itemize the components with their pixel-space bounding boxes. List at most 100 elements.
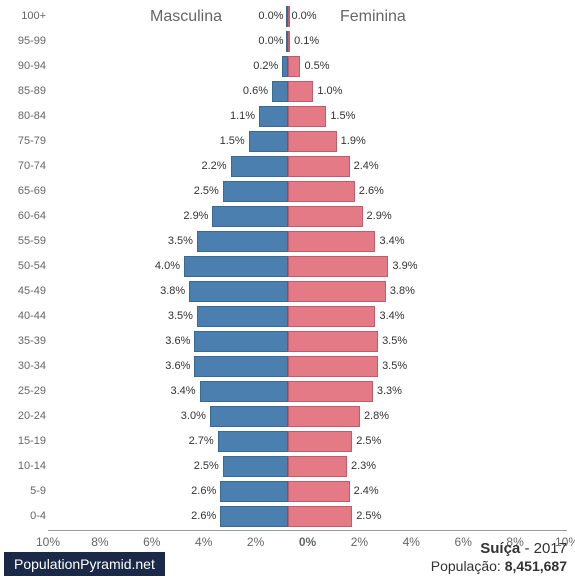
male-bar xyxy=(212,206,287,227)
male-value: 3.6% xyxy=(165,360,190,372)
pyramid-rows: 100+0.0%0.0%95-990.0%0.1%90-940.2%0.5%85… xyxy=(0,4,575,529)
female-bar xyxy=(288,131,337,152)
male-value: 3.6% xyxy=(165,335,190,347)
female-bar xyxy=(288,31,291,52)
pyramid-row: 30-343.6%3.5% xyxy=(0,354,575,379)
male-bar xyxy=(184,256,288,277)
age-label: 20-24 xyxy=(6,410,46,422)
female-value: 2.5% xyxy=(356,510,381,522)
male-bar xyxy=(197,306,288,327)
female-value: 0.1% xyxy=(294,35,319,47)
x-tick: 2% xyxy=(247,535,264,549)
population-line: População: 8,451,687 xyxy=(431,558,567,574)
x-tick: 4% xyxy=(195,535,212,549)
pyramid-row: 85-890.6%1.0% xyxy=(0,79,575,104)
age-label: 90-94 xyxy=(6,60,46,72)
female-value: 3.4% xyxy=(379,235,404,247)
pyramid-row: 80-841.1%1.5% xyxy=(0,104,575,129)
source-badge: PopulationPyramid.net xyxy=(4,552,165,576)
age-label: 65-69 xyxy=(6,185,46,197)
male-value: 3.4% xyxy=(170,385,195,397)
age-label: 75-79 xyxy=(6,135,46,147)
female-value: 2.3% xyxy=(351,460,376,472)
female-value: 1.9% xyxy=(341,135,366,147)
female-bar xyxy=(288,381,373,402)
male-value: 3.8% xyxy=(160,285,185,297)
male-bar xyxy=(272,81,288,102)
male-value: 2.6% xyxy=(191,485,216,497)
male-value: 2.5% xyxy=(194,185,219,197)
male-value: 4.0% xyxy=(155,260,180,272)
female-bar xyxy=(288,331,379,352)
population-pyramid: Masculina Feminina 100+0.0%0.0%95-990.0%… xyxy=(0,0,575,581)
male-bar xyxy=(189,281,287,302)
age-label: 95-99 xyxy=(6,35,46,47)
female-bar xyxy=(288,431,353,452)
pyramid-row: 50-544.0%3.9% xyxy=(0,254,575,279)
female-bar xyxy=(288,56,301,77)
male-value: 3.0% xyxy=(181,410,206,422)
age-label: 85-89 xyxy=(6,85,46,97)
female-value: 3.3% xyxy=(377,385,402,397)
female-value: 1.5% xyxy=(330,110,355,122)
country-name: Suíça xyxy=(480,540,520,557)
male-value: 0.0% xyxy=(258,35,283,47)
male-value: 2.7% xyxy=(189,435,214,447)
male-bar xyxy=(223,181,288,202)
female-bar xyxy=(288,106,327,127)
pyramid-row: 25-29 3.4% 3.3% xyxy=(0,379,575,404)
x-tick: 4% xyxy=(403,535,420,549)
pyramid-row: 40-44 3.5% 3.4% xyxy=(0,304,575,329)
age-label: 25-29 xyxy=(6,385,46,397)
age-label: 60-64 xyxy=(6,210,46,222)
female-bar xyxy=(288,81,314,102)
female-value: 2.4% xyxy=(354,160,379,172)
male-value: 2.5% xyxy=(194,460,219,472)
age-label: 0-4 xyxy=(6,510,46,522)
female-bar xyxy=(288,156,350,177)
country-sep: - xyxy=(520,540,533,557)
age-label: 80-84 xyxy=(6,110,46,122)
female-bar xyxy=(288,181,355,202)
male-bar xyxy=(220,506,287,527)
male-bar xyxy=(223,456,288,477)
country-year-val: 2017 xyxy=(534,540,567,557)
male-bar xyxy=(220,481,287,502)
female-bar xyxy=(288,481,350,502)
age-label: 40-44 xyxy=(6,310,46,322)
male-value: 2.2% xyxy=(202,160,227,172)
pyramid-row: 35-393.6%3.5% xyxy=(0,329,575,354)
x-tick: 10% xyxy=(36,535,60,549)
female-value: 3.8% xyxy=(390,285,415,297)
female-bar xyxy=(288,306,376,327)
age-label: 50-54 xyxy=(6,260,46,272)
female-bar xyxy=(288,456,348,477)
male-bar xyxy=(249,131,288,152)
age-label: 70-74 xyxy=(6,160,46,172)
age-label: 30-34 xyxy=(6,360,46,372)
pyramid-row: 10-14 2.5% 2.3% xyxy=(0,454,575,479)
pyramid-row: 60-642.9%2.9% xyxy=(0,204,575,229)
pyramid-row: 95-99 0.0% 0.1% xyxy=(0,29,575,54)
male-value: 2.6% xyxy=(191,510,216,522)
pyramid-row: 75-791.5%1.9% xyxy=(0,129,575,154)
age-label: 45-49 xyxy=(6,285,46,297)
male-value: 0.2% xyxy=(253,60,278,72)
female-bar xyxy=(288,206,363,227)
pyramid-row: 15-192.7%2.5% xyxy=(0,429,575,454)
pyramid-row: 90-94 0.2% 0.5% xyxy=(0,54,575,79)
female-value: 3.5% xyxy=(382,335,407,347)
age-label: 10-14 xyxy=(6,460,46,472)
female-value: 0.5% xyxy=(304,60,329,72)
male-value: 2.9% xyxy=(183,210,208,222)
female-bar xyxy=(288,356,379,377)
pyramid-row: 55-593.5%3.4% xyxy=(0,229,575,254)
female-value: 3.4% xyxy=(379,310,404,322)
male-value: 3.5% xyxy=(168,310,193,322)
male-bar xyxy=(218,431,288,452)
population-label: População: xyxy=(431,558,505,574)
female-bar xyxy=(288,231,376,252)
female-value: 2.6% xyxy=(359,185,384,197)
pyramid-row: 70-74 2.2% 2.4% xyxy=(0,154,575,179)
pyramid-row: 45-49 3.8% 3.8% xyxy=(0,279,575,304)
